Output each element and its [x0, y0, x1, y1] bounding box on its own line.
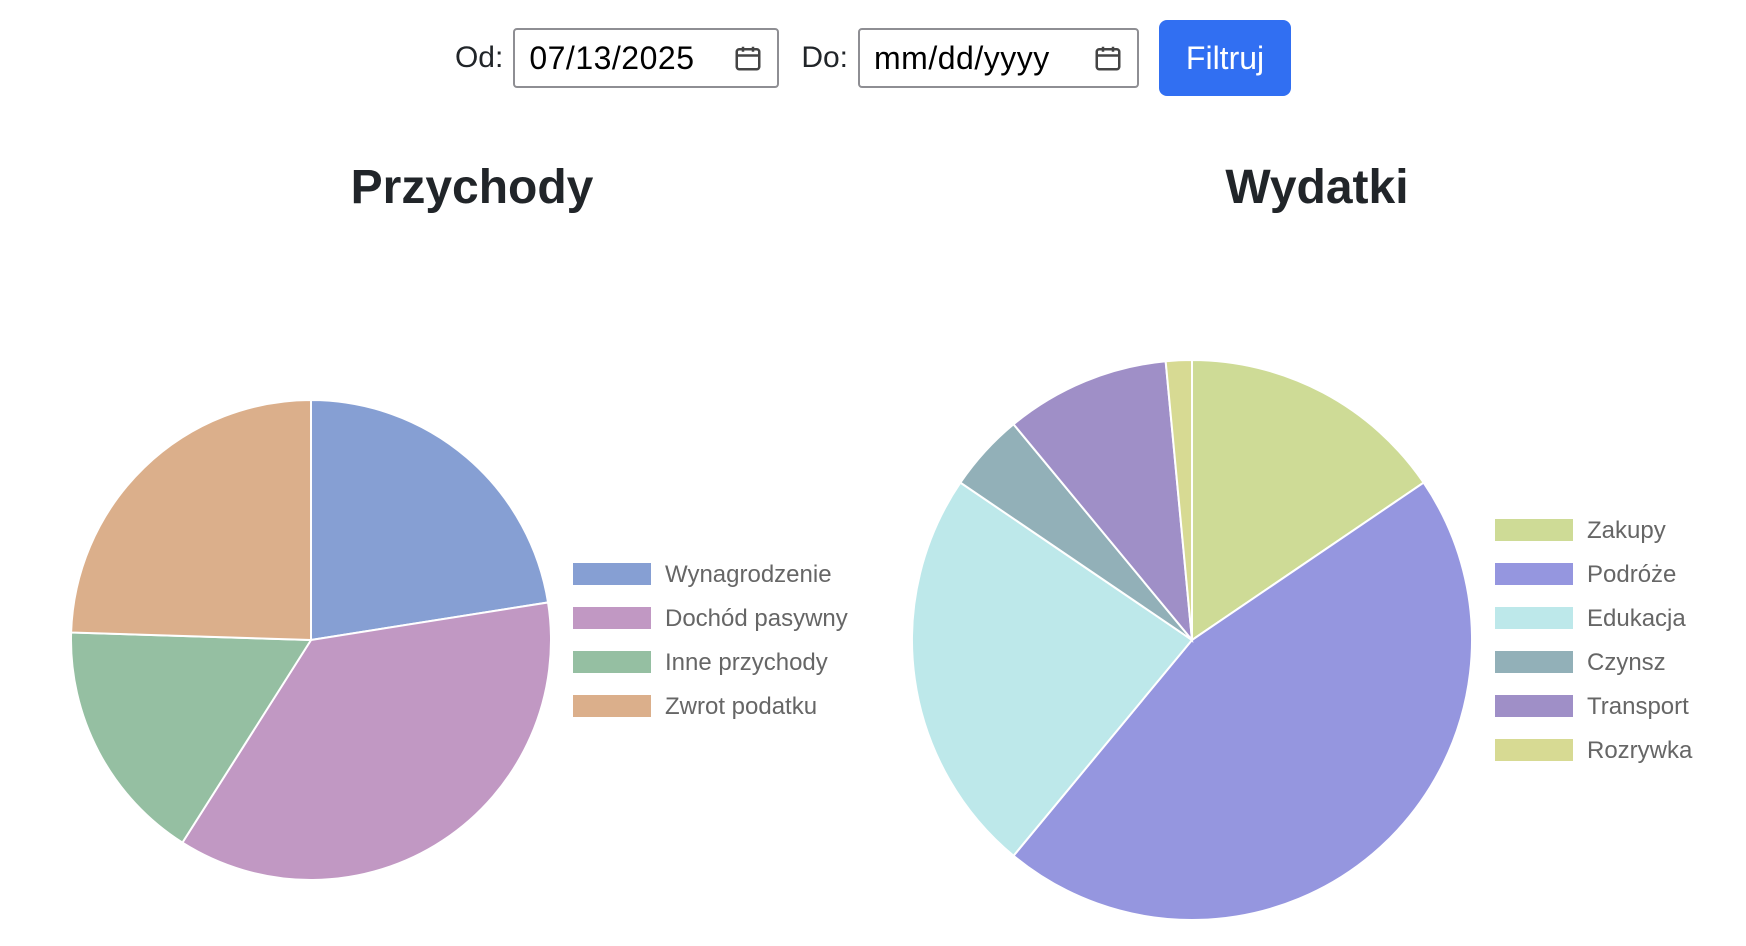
expense-slice-edukacja[interactable] — [911, 481, 1194, 858]
to-date-value: mm/dd/yyyy — [874, 39, 1050, 76]
expense-legend-label-transport[interactable]: Transport — [1587, 693, 1689, 720]
income-legend-label-inne-przychody[interactable]: Inne przychody — [665, 649, 828, 676]
expense-legend-label-edukacja[interactable]: Edukacja — [1587, 605, 1686, 632]
expense-slice-zakupy[interactable] — [1191, 358, 1425, 642]
expense-legend-swatch-zakupy[interactable] — [1495, 519, 1573, 541]
income-slice-wynagrodzenie[interactable] — [310, 398, 550, 642]
date-filter-bar: Od: 07/13/2025 Do: mm/dd/yyyy Filtruj — [0, 20, 1746, 96]
expense-legend-swatch-edukacja[interactable] — [1495, 607, 1573, 629]
from-date-input[interactable]: 07/13/2025 — [513, 28, 780, 88]
income-legend-swatch-inne-przychody[interactable] — [573, 651, 651, 673]
to-date-input[interactable]: mm/dd/yyyy — [858, 28, 1140, 88]
expense-legend-label-zakupy[interactable]: Zakupy — [1587, 517, 1666, 544]
expense-legend-swatch-podroze[interactable] — [1495, 563, 1573, 585]
filter-button[interactable]: Filtruj — [1159, 20, 1292, 96]
income-legend-label-wynagrodzenie[interactable]: Wynagrodzenie — [665, 561, 832, 588]
income-slice-zwrot-podatku[interactable] — [70, 398, 312, 642]
income-legend-label-dochod-pasywny[interactable]: Dochód pasywny — [665, 605, 848, 632]
calendar-icon[interactable] — [733, 43, 763, 73]
expense-slice-transport[interactable] — [1012, 360, 1194, 644]
expense-legend-swatch-transport[interactable] — [1495, 695, 1573, 717]
expense-legend-swatch-rozrywka[interactable] — [1495, 739, 1573, 761]
expense-legend-label-podroze[interactable]: Podróże — [1587, 561, 1676, 588]
from-date-value: 07/13/2025 — [529, 39, 695, 76]
income-legend-swatch-wynagrodzenie[interactable] — [573, 563, 651, 585]
expense-chart-title: Wydatki — [1225, 161, 1409, 214]
expense-legend-swatch-czynsz[interactable] — [1495, 651, 1573, 673]
expense-legend-label-rozrywka[interactable]: Rozrywka — [1587, 737, 1693, 764]
income-chart-title: Przychody — [350, 161, 594, 214]
income-slice-dochod-pasywny[interactable] — [181, 601, 552, 881]
income-legend-swatch-zwrot-podatku[interactable] — [573, 695, 651, 717]
income-legend-swatch-dochod-pasywny[interactable] — [573, 607, 651, 629]
to-label: Do: — [801, 41, 849, 74]
expense-slice-rozrywka[interactable] — [1164, 358, 1193, 641]
income-legend-label-zwrot-podatku[interactable]: Zwrot podatku — [665, 693, 817, 720]
income-slice-inne-przychody[interactable] — [70, 631, 313, 845]
expense-legend-label-czynsz[interactable]: Czynsz — [1587, 649, 1666, 676]
from-label: Od: — [454, 41, 504, 74]
expense-slice-podroze[interactable] — [1012, 481, 1473, 921]
calendar-icon[interactable] — [1093, 43, 1123, 73]
